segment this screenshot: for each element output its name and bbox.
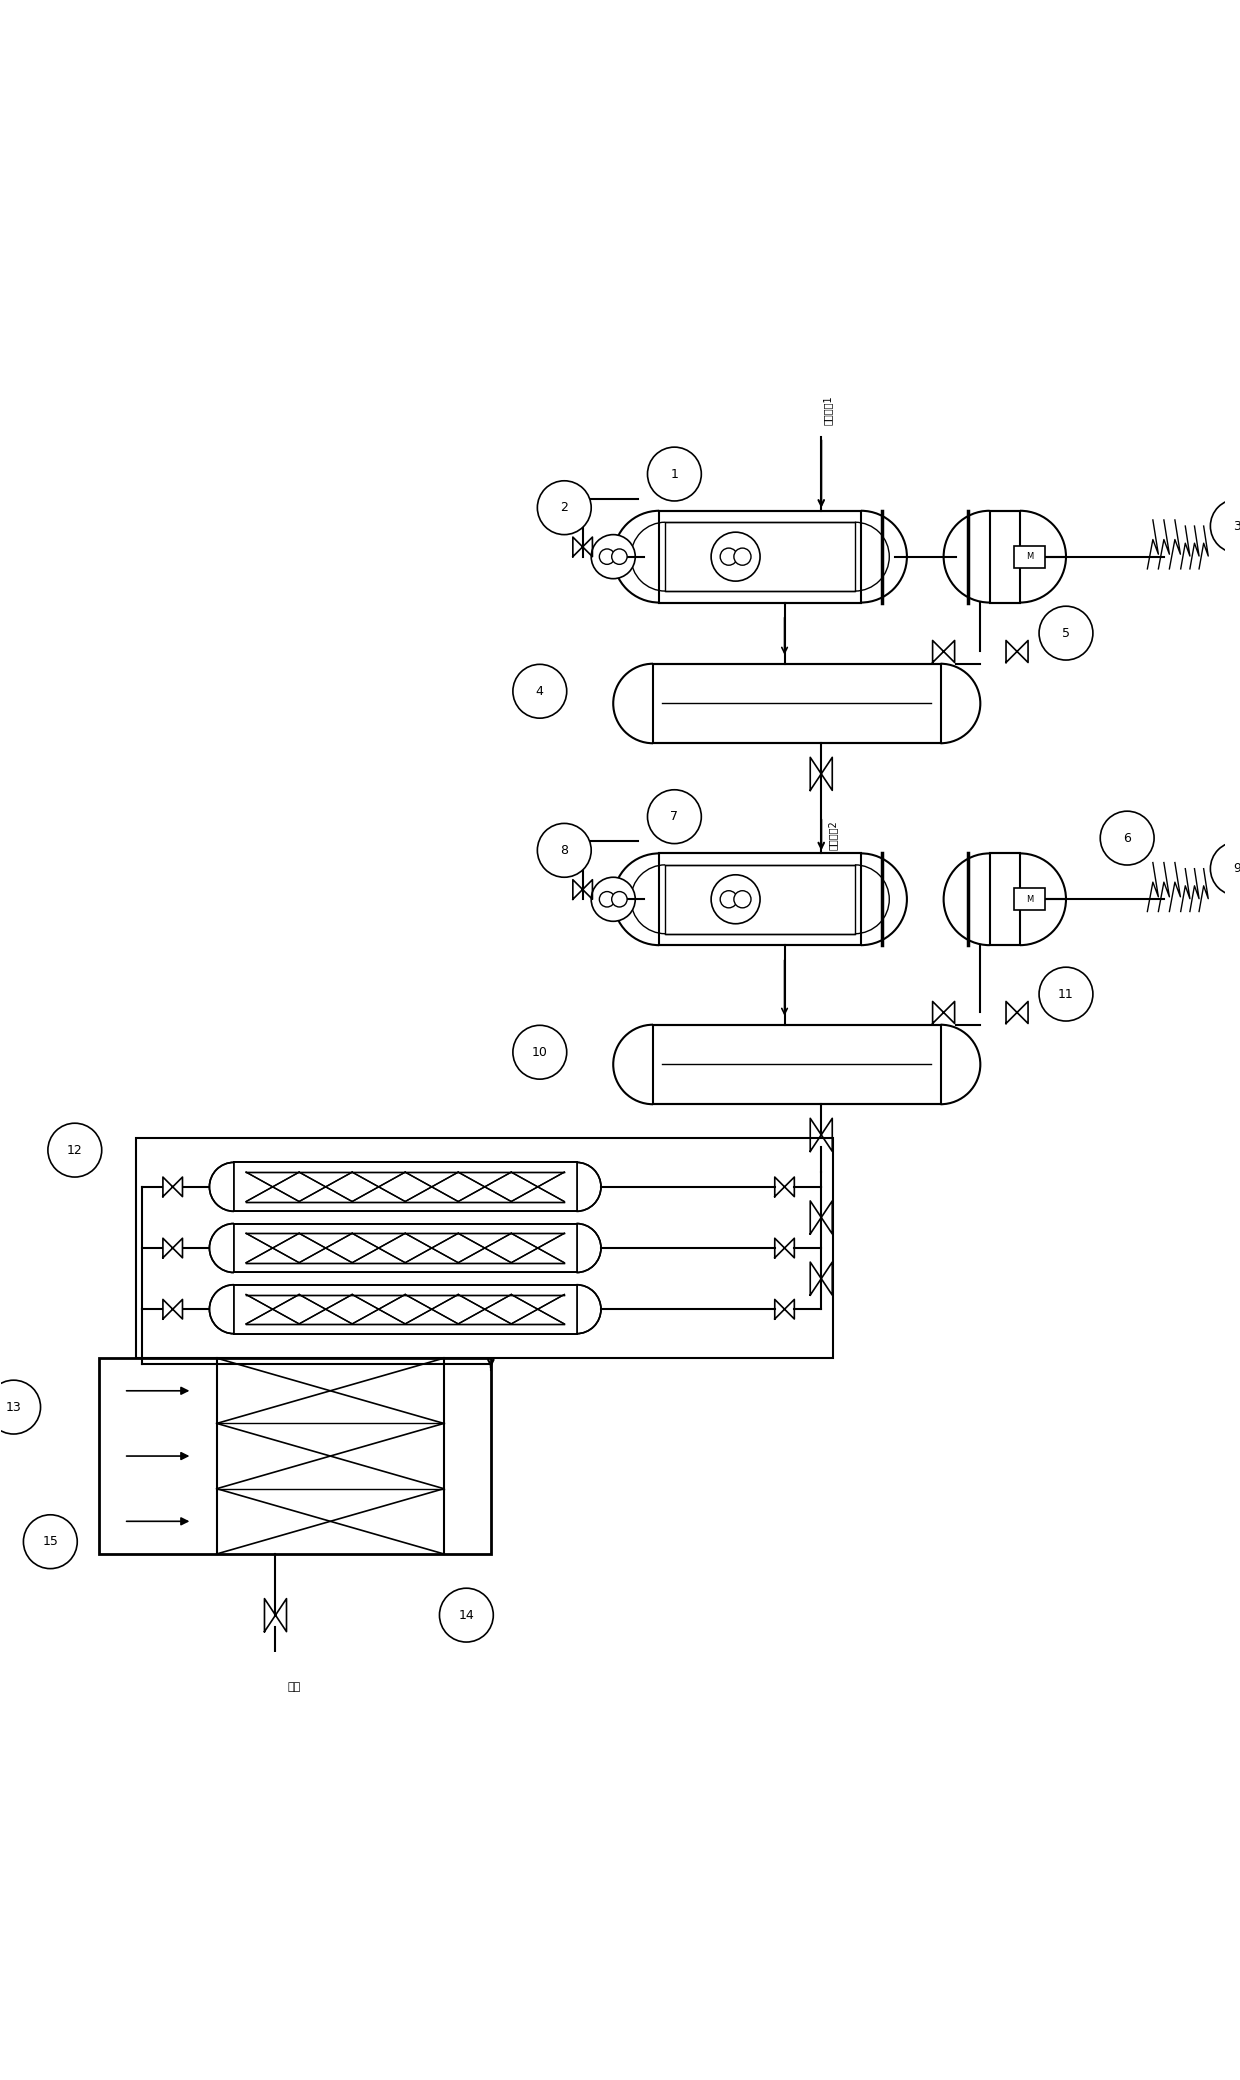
Bar xyxy=(653,1025,941,1104)
Circle shape xyxy=(48,1123,102,1177)
Circle shape xyxy=(513,664,567,718)
Text: 4: 4 xyxy=(536,684,544,697)
Circle shape xyxy=(537,824,591,878)
Circle shape xyxy=(599,892,615,907)
Text: 2: 2 xyxy=(560,501,568,514)
Circle shape xyxy=(439,1589,494,1641)
Circle shape xyxy=(611,549,627,564)
Circle shape xyxy=(1210,842,1240,896)
Circle shape xyxy=(0,1381,41,1433)
Bar xyxy=(99,1358,491,1554)
Bar xyxy=(660,512,861,603)
Circle shape xyxy=(537,480,591,535)
Text: 11: 11 xyxy=(1058,988,1074,1000)
Bar xyxy=(990,512,1021,603)
Bar xyxy=(234,1223,577,1273)
Bar xyxy=(1014,888,1044,911)
Text: 12: 12 xyxy=(67,1144,83,1156)
Circle shape xyxy=(734,890,751,907)
Bar xyxy=(234,1163,577,1211)
Bar xyxy=(653,664,941,743)
Circle shape xyxy=(599,549,615,564)
Text: 15: 15 xyxy=(42,1535,58,1548)
Text: 8: 8 xyxy=(560,844,568,857)
Text: 14: 14 xyxy=(459,1608,474,1622)
Bar xyxy=(990,853,1021,944)
Bar xyxy=(1014,545,1044,568)
Text: 高浓废水2: 高浓废水2 xyxy=(827,820,837,851)
Circle shape xyxy=(611,892,627,907)
Circle shape xyxy=(1100,811,1154,865)
Text: 13: 13 xyxy=(6,1400,21,1414)
Text: 高浓废水1: 高浓废水1 xyxy=(822,395,832,424)
Circle shape xyxy=(1039,605,1092,659)
Bar xyxy=(666,865,854,934)
Circle shape xyxy=(591,878,635,921)
Bar xyxy=(136,1138,833,1358)
Text: 3: 3 xyxy=(1234,520,1240,532)
Text: 浓水: 浓水 xyxy=(288,1683,301,1693)
Circle shape xyxy=(647,447,702,501)
Circle shape xyxy=(711,876,760,924)
Text: M: M xyxy=(1025,551,1033,562)
Circle shape xyxy=(720,549,738,566)
Circle shape xyxy=(1210,499,1240,553)
Circle shape xyxy=(734,549,751,566)
Bar xyxy=(234,1285,577,1333)
Bar xyxy=(234,1163,577,1211)
Text: 6: 6 xyxy=(1123,832,1131,844)
Circle shape xyxy=(24,1514,77,1568)
Text: 5: 5 xyxy=(1061,626,1070,641)
Circle shape xyxy=(720,890,738,907)
Text: M: M xyxy=(1025,894,1033,905)
Text: 1: 1 xyxy=(671,468,678,480)
Circle shape xyxy=(1039,967,1092,1021)
Text: 9: 9 xyxy=(1234,863,1240,876)
Circle shape xyxy=(647,790,702,844)
Bar xyxy=(666,522,854,591)
Bar xyxy=(234,1285,577,1333)
Circle shape xyxy=(711,532,760,580)
Bar xyxy=(234,1223,577,1273)
Text: 10: 10 xyxy=(532,1046,548,1059)
Circle shape xyxy=(513,1025,567,1080)
Text: 7: 7 xyxy=(671,811,678,824)
Bar xyxy=(660,853,861,944)
Circle shape xyxy=(591,535,635,578)
